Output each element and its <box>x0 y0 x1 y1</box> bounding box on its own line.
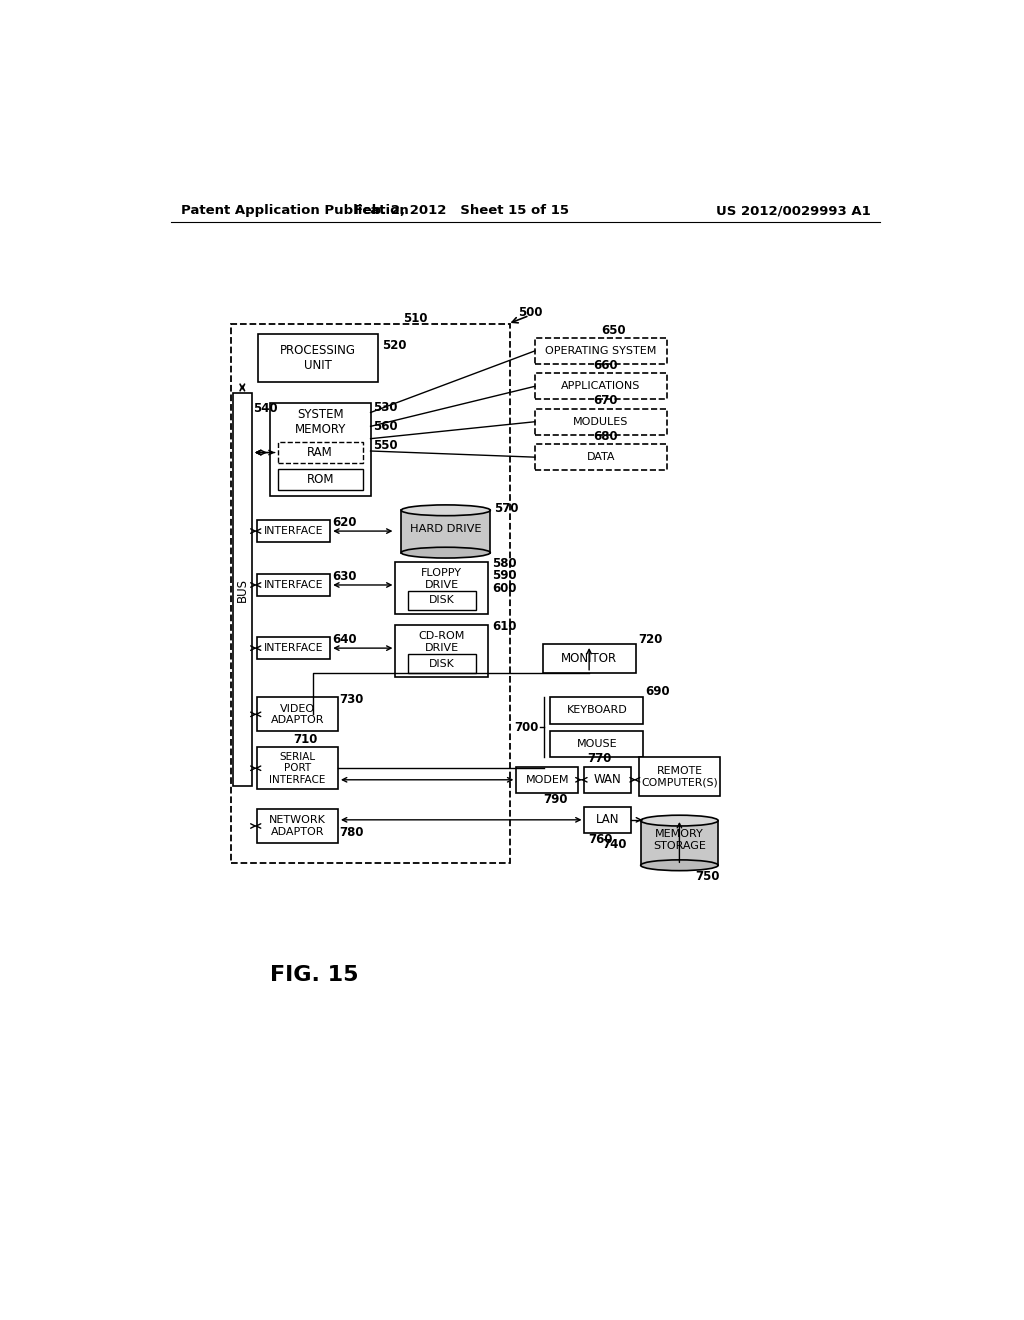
FancyBboxPatch shape <box>258 334 378 381</box>
Text: 760: 760 <box>589 833 612 846</box>
Text: 500: 500 <box>518 306 543 319</box>
Text: SYSTEM
MEMORY: SYSTEM MEMORY <box>295 408 346 436</box>
Text: 550: 550 <box>373 440 397 453</box>
FancyBboxPatch shape <box>550 697 643 723</box>
Text: FIG. 15: FIG. 15 <box>269 965 358 985</box>
Text: KEYBOARD: KEYBOARD <box>566 705 628 715</box>
Ellipse shape <box>641 859 718 871</box>
Ellipse shape <box>401 548 490 558</box>
FancyBboxPatch shape <box>585 767 631 793</box>
Ellipse shape <box>401 506 490 516</box>
FancyBboxPatch shape <box>257 697 338 731</box>
Text: NETWORK
ADAPTOR: NETWORK ADAPTOR <box>269 816 326 837</box>
Text: 540: 540 <box>254 403 279 416</box>
Text: 600: 600 <box>493 582 517 594</box>
FancyBboxPatch shape <box>535 374 667 400</box>
Text: VIDEO
ADAPTOR: VIDEO ADAPTOR <box>270 704 324 725</box>
Text: 690: 690 <box>646 685 671 698</box>
FancyBboxPatch shape <box>257 809 338 843</box>
Text: 790: 790 <box>544 792 568 805</box>
Text: DATA: DATA <box>587 453 615 462</box>
Text: 750: 750 <box>695 870 720 883</box>
Text: MEMORY
STORAGE: MEMORY STORAGE <box>653 829 706 851</box>
Text: OPERATING SYSTEM: OPERATING SYSTEM <box>545 346 656 356</box>
Text: 510: 510 <box>403 312 428 325</box>
Text: INTERFACE: INTERFACE <box>264 527 324 536</box>
Text: DISK: DISK <box>429 659 455 668</box>
FancyBboxPatch shape <box>543 644 636 673</box>
Text: 570: 570 <box>495 502 519 515</box>
FancyBboxPatch shape <box>232 393 252 785</box>
FancyBboxPatch shape <box>550 731 643 758</box>
FancyBboxPatch shape <box>535 444 667 470</box>
FancyBboxPatch shape <box>535 338 667 364</box>
Text: 630: 630 <box>332 570 356 583</box>
Text: 650: 650 <box>601 323 626 337</box>
Text: 580: 580 <box>493 557 517 570</box>
FancyBboxPatch shape <box>231 323 510 863</box>
Text: 520: 520 <box>382 339 407 352</box>
FancyBboxPatch shape <box>270 404 371 496</box>
Text: INTERFACE: INTERFACE <box>264 579 324 590</box>
Text: APPLICATIONS: APPLICATIONS <box>561 381 640 391</box>
Text: REMOTE
COMPUTER(S): REMOTE COMPUTER(S) <box>641 766 718 788</box>
FancyBboxPatch shape <box>257 638 331 659</box>
Text: 780: 780 <box>340 825 365 838</box>
Text: 670: 670 <box>593 395 617 408</box>
FancyBboxPatch shape <box>395 626 488 677</box>
Text: SERIAL
PORT
INTERFACE: SERIAL PORT INTERFACE <box>269 751 326 785</box>
Text: Patent Application Publication: Patent Application Publication <box>180 205 409 218</box>
Text: 730: 730 <box>340 693 364 706</box>
Text: 610: 610 <box>493 620 517 634</box>
Text: BUS: BUS <box>236 578 249 602</box>
Text: 700: 700 <box>514 721 539 734</box>
FancyBboxPatch shape <box>585 807 631 833</box>
Text: 590: 590 <box>493 569 517 582</box>
FancyBboxPatch shape <box>257 747 338 789</box>
FancyBboxPatch shape <box>408 591 476 610</box>
FancyBboxPatch shape <box>278 442 362 463</box>
Text: CD-ROM
DRIVE: CD-ROM DRIVE <box>419 631 465 653</box>
Text: MONITOR: MONITOR <box>561 652 617 665</box>
Text: HARD DRIVE: HARD DRIVE <box>410 524 481 533</box>
Text: 740: 740 <box>602 838 627 850</box>
Text: 640: 640 <box>332 634 356 647</box>
Text: RAM: RAM <box>307 446 333 459</box>
Text: WAN: WAN <box>594 774 622 787</box>
Text: 660: 660 <box>593 359 617 372</box>
FancyBboxPatch shape <box>401 511 490 553</box>
Text: PROCESSING
UNIT: PROCESSING UNIT <box>281 343 356 372</box>
FancyBboxPatch shape <box>395 562 488 614</box>
Text: MODEM: MODEM <box>525 775 569 785</box>
Text: 530: 530 <box>373 400 397 413</box>
Text: ROM: ROM <box>306 473 334 486</box>
Text: Feb. 2, 2012   Sheet 15 of 15: Feb. 2, 2012 Sheet 15 of 15 <box>353 205 568 218</box>
Text: FLOPPY
DRIVE: FLOPPY DRIVE <box>421 568 463 590</box>
Text: 620: 620 <box>332 516 356 529</box>
Text: LAN: LAN <box>596 813 620 826</box>
Text: INTERFACE: INTERFACE <box>264 643 324 653</box>
Text: 770: 770 <box>587 752 611 766</box>
Text: 560: 560 <box>373 420 397 433</box>
Text: MODULES: MODULES <box>573 417 629 426</box>
FancyBboxPatch shape <box>408 655 476 673</box>
Text: 720: 720 <box>638 634 663 647</box>
FancyBboxPatch shape <box>641 821 718 866</box>
FancyBboxPatch shape <box>257 520 331 543</box>
FancyBboxPatch shape <box>516 767 579 793</box>
Ellipse shape <box>641 816 718 826</box>
FancyBboxPatch shape <box>639 758 720 796</box>
Text: 680: 680 <box>593 430 617 444</box>
Text: US 2012/0029993 A1: US 2012/0029993 A1 <box>716 205 870 218</box>
Text: DISK: DISK <box>429 595 455 606</box>
Text: MOUSE: MOUSE <box>577 739 617 750</box>
FancyBboxPatch shape <box>278 469 362 490</box>
FancyBboxPatch shape <box>535 409 667 434</box>
Text: 710: 710 <box>294 733 317 746</box>
FancyBboxPatch shape <box>257 574 331 595</box>
